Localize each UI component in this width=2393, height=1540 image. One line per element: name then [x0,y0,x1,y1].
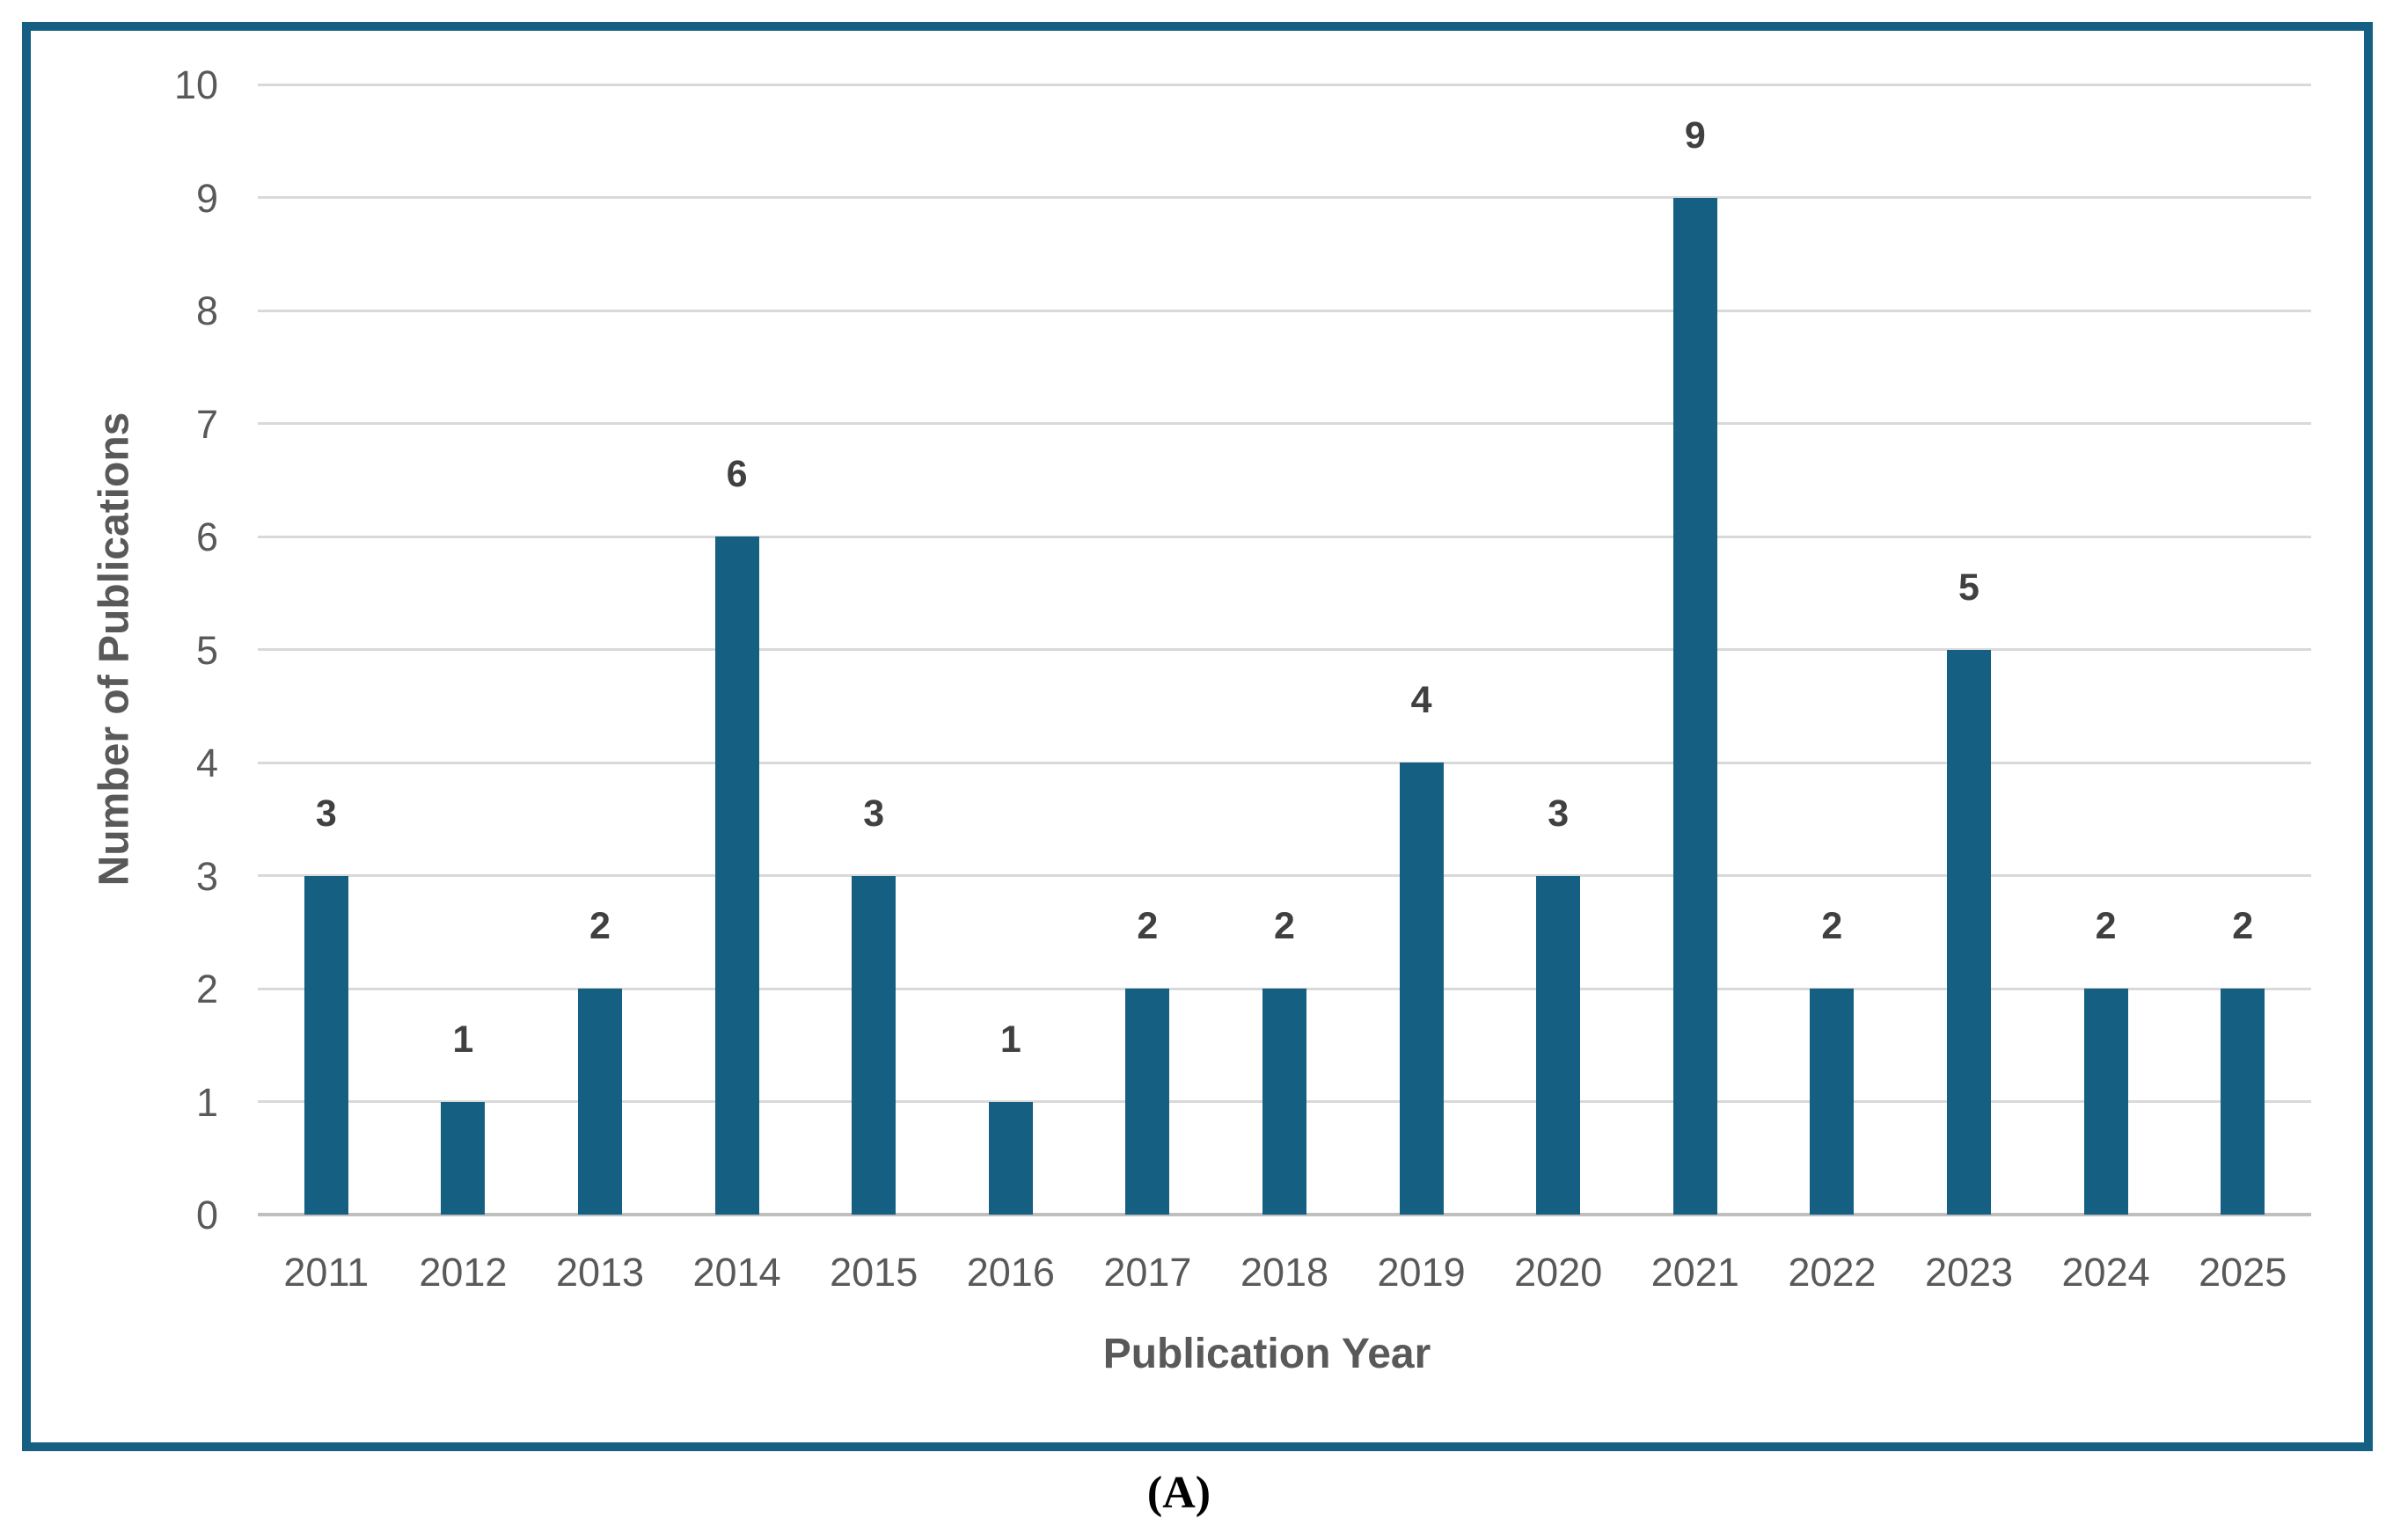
bar-2013 [578,989,622,1215]
data-label-2019: 4 [1410,679,1432,721]
y-tick-label-3: 3 [195,853,218,899]
gridline-6 [258,535,2311,538]
bar-2023 [1947,649,1991,1215]
y-tick-label-8: 8 [195,288,218,333]
figure-caption: (A) [1146,1468,1211,1518]
x-tick-label-2016: 2016 [966,1250,1055,1295]
bar-2022 [1810,989,1855,1215]
data-label-2016: 1 [999,1018,1021,1061]
data-label-2021: 9 [1684,113,1706,157]
y-tick-label-6: 6 [195,515,218,559]
data-label-2014: 6 [726,453,748,495]
bar-2012 [441,1101,486,1215]
x-tick-label-2019: 2019 [1377,1250,1466,1295]
x-tick-label-2024: 2024 [2061,1250,2150,1295]
y-tick-label-2: 2 [195,967,218,1011]
y-tick-label-9: 9 [195,175,218,221]
data-label-2022: 2 [1821,905,1843,947]
y-axis-title: Number of Publications [91,412,138,887]
y-tick-label-0: 0 [195,1193,218,1237]
gridline-10 [258,83,2311,86]
data-label-2020: 3 [1548,792,1570,835]
bar-2011 [304,875,348,1215]
y-tick-label-5: 5 [195,627,218,673]
data-label-2015: 3 [863,792,885,835]
x-tick-label-2025: 2025 [2199,1250,2287,1295]
bar-2025 [2221,989,2265,1215]
data-label-2011: 3 [315,792,337,835]
data-label-2024: 2 [2095,905,2117,947]
x-tick-label-2022: 2022 [1788,1250,1877,1295]
bar-2024 [2083,989,2128,1215]
x-tick-label-2012: 2012 [419,1250,508,1295]
data-label-2017: 2 [1137,905,1159,947]
bar-2018 [1262,989,1306,1215]
y-tick-label-4: 4 [195,741,218,785]
x-tick-label-2014: 2014 [692,1250,781,1295]
bar-2017 [1125,989,1170,1215]
bar-2014 [714,536,759,1215]
x-axis-title: Publication Year [1102,1331,1431,1377]
gridline-9 [258,196,2311,199]
x-tick-label-2021: 2021 [1650,1250,1739,1295]
data-label-2023: 5 [1958,566,1980,609]
x-tick-label-2023: 2023 [1924,1250,2014,1295]
y-tick-label-7: 7 [195,401,218,447]
y-tick-label-1: 1 [195,1079,218,1125]
gridline-7 [258,422,2311,425]
x-tick-label-2015: 2015 [830,1250,918,1295]
data-label-2025: 2 [2232,905,2254,947]
data-label-2012: 1 [452,1018,474,1061]
data-label-2013: 2 [589,905,611,947]
x-tick-label-2018: 2018 [1240,1250,1329,1295]
gridline-4 [258,761,2311,764]
bar-2016 [988,1101,1033,1215]
x-tick-label-2011: 2011 [283,1250,370,1295]
y-tick-label-10: 10 [173,62,218,107]
bar-2015 [852,875,896,1215]
x-axis-line [258,1213,2311,1216]
bar-2019 [1399,763,1444,1215]
gridline-8 [258,309,2311,312]
data-label-2018: 2 [1274,905,1295,947]
x-tick-label-2020: 2020 [1514,1250,1603,1295]
x-tick-label-2013: 2013 [555,1250,645,1295]
gridline-5 [258,648,2311,651]
x-tick-label-2017: 2017 [1103,1250,1192,1295]
gridline-3 [258,874,2311,877]
bar-2020 [1536,875,1581,1215]
bar-2021 [1672,197,1717,1215]
